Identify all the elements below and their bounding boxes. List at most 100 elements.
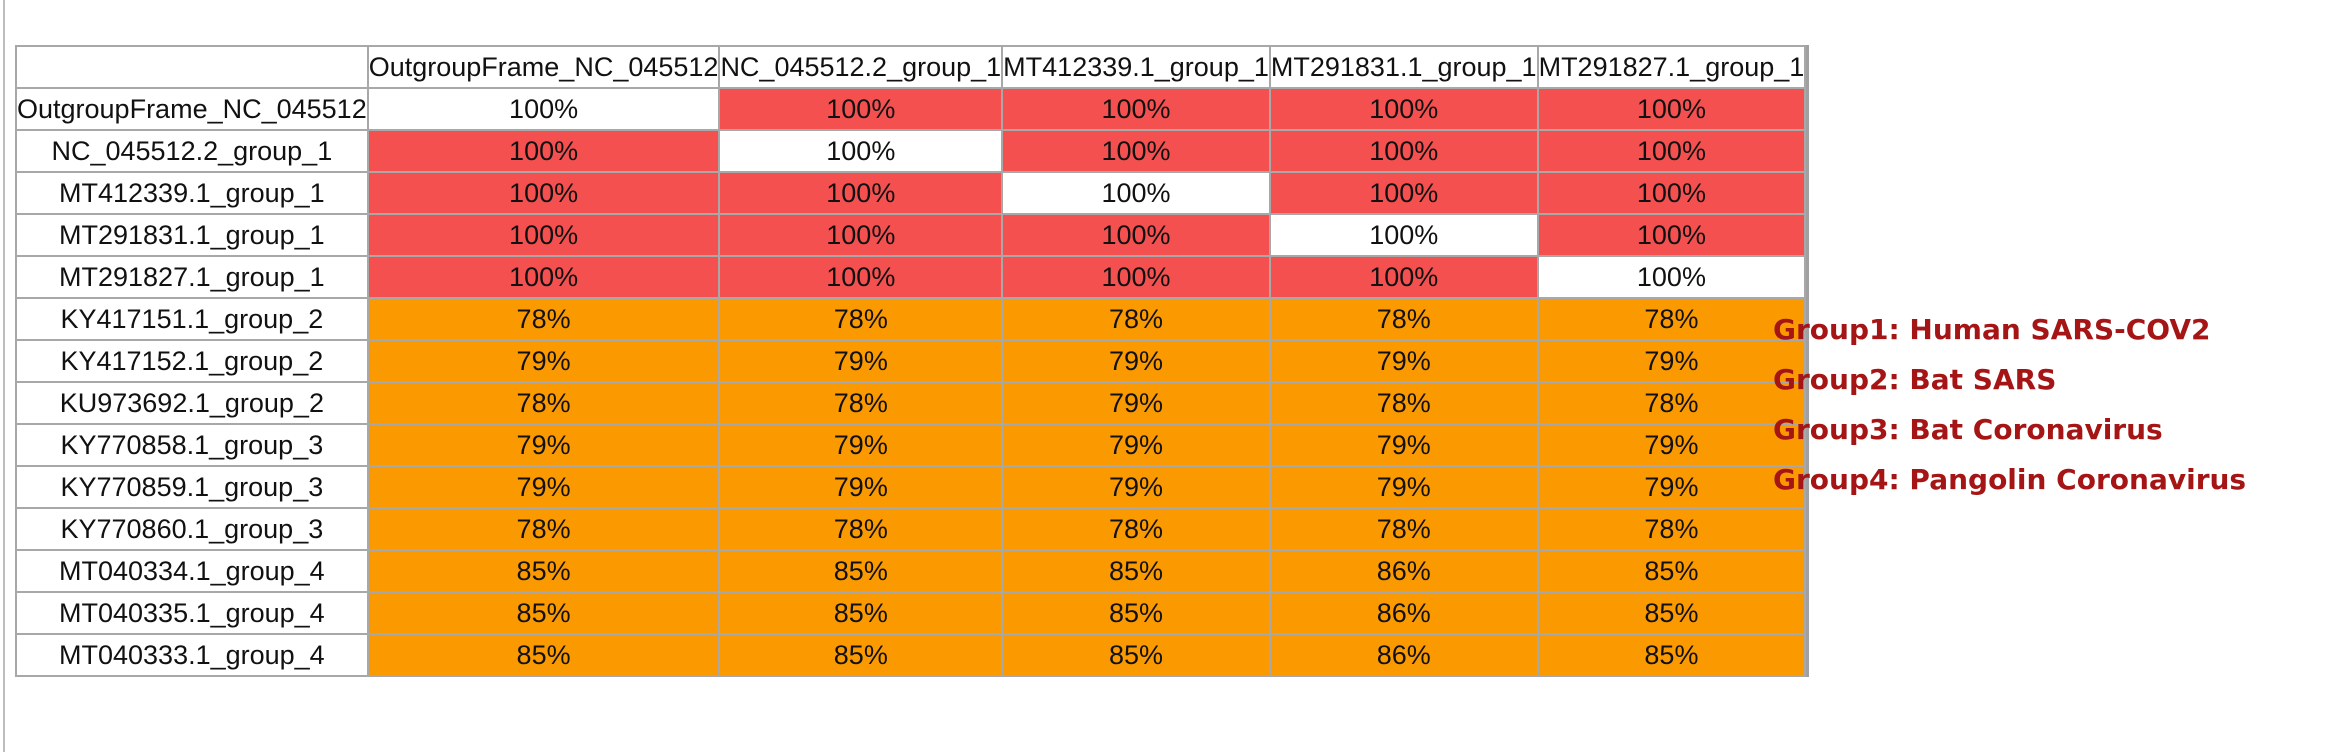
identity-cell[interactable]: 85% (366, 633, 721, 677)
identity-cell[interactable]: 100% (1001, 171, 1271, 215)
column-header[interactable]: NC_045512.2_group_1 (718, 45, 1004, 89)
identity-cell[interactable]: 78% (718, 381, 1004, 425)
identity-cell[interactable]: 85% (1001, 549, 1271, 593)
identity-cell[interactable]: 79% (718, 423, 1004, 467)
identity-cell[interactable]: 100% (1536, 129, 1807, 173)
identity-cell[interactable]: 78% (1536, 507, 1807, 551)
row-header[interactable]: KU973692.1_group_2 (15, 381, 369, 425)
identity-cell[interactable]: 78% (1536, 381, 1807, 425)
legend-item-group1: Group1: Human SARS-COV2 (1773, 313, 2211, 346)
identity-cell[interactable]: 85% (1536, 591, 1807, 635)
identity-cell[interactable]: 85% (366, 591, 721, 635)
identity-cell[interactable]: 78% (718, 297, 1004, 341)
row-header[interactable]: KY417152.1_group_2 (15, 339, 369, 383)
identity-cell[interactable]: 79% (1001, 423, 1271, 467)
identity-cell[interactable]: 100% (366, 255, 721, 299)
identity-cell[interactable]: 85% (1536, 549, 1807, 593)
table-row: KY770860.1_group_3 78% 78% 78% 78% 78% (15, 507, 1807, 551)
legend-item-group3: Group3: Bat Coronavirus (1773, 413, 2163, 446)
identity-cell[interactable]: 100% (1001, 129, 1271, 173)
identity-cell[interactable]: 78% (1001, 297, 1271, 341)
identity-cell[interactable]: 78% (1268, 381, 1539, 425)
table-row: KY770859.1_group_3 79% 79% 79% 79% 79% (15, 465, 1807, 509)
identity-cell[interactable]: 78% (1536, 297, 1807, 341)
identity-cell[interactable]: 85% (366, 549, 721, 593)
identity-cell[interactable]: 79% (1536, 465, 1807, 509)
identity-cell[interactable]: 100% (718, 213, 1004, 257)
column-header-row: OutgroupFrame_NC_045512 NC_045512.2_grou… (15, 45, 1807, 89)
identity-cell[interactable]: 100% (1536, 171, 1807, 215)
row-header[interactable]: MT040335.1_group_4 (15, 591, 369, 635)
identity-cell[interactable]: 100% (1536, 87, 1807, 131)
identity-cell[interactable]: 79% (1268, 465, 1539, 509)
row-header[interactable]: KY770859.1_group_3 (15, 465, 369, 509)
identity-cell[interactable]: 78% (1268, 507, 1539, 551)
row-header[interactable]: MT291827.1_group_1 (15, 255, 369, 299)
column-header[interactable]: MT291827.1_group_1 (1536, 45, 1807, 89)
row-header[interactable]: OutgroupFrame_NC_045512 (15, 87, 369, 131)
column-header[interactable]: MT412339.1_group_1 (1001, 45, 1271, 89)
identity-cell[interactable]: 100% (1536, 213, 1807, 257)
identity-cell[interactable]: 78% (1268, 297, 1539, 341)
identity-cell[interactable]: 85% (718, 591, 1004, 635)
identity-cell[interactable]: 100% (718, 87, 1004, 131)
identity-cell[interactable]: 79% (1001, 381, 1271, 425)
row-header[interactable]: MT291831.1_group_1 (15, 213, 369, 257)
identity-cell[interactable]: 85% (1001, 591, 1271, 635)
table-row: KY417151.1_group_2 78% 78% 78% 78% 78% (15, 297, 1807, 341)
identity-cell[interactable]: 78% (366, 297, 721, 341)
identity-cell[interactable]: 78% (366, 507, 721, 551)
row-header[interactable]: MT412339.1_group_1 (15, 171, 369, 215)
identity-cell[interactable]: 86% (1268, 591, 1539, 635)
identity-cell[interactable]: 100% (1268, 129, 1539, 173)
table-row: MT291831.1_group_1 100% 100% 100% 100% 100% (15, 213, 1807, 257)
row-header[interactable]: KY770860.1_group_3 (15, 507, 369, 551)
identity-cell[interactable]: 79% (1001, 339, 1271, 383)
group-legend: Group1: Human SARS-COV2 Group2: Bat SARS… (1773, 305, 2246, 505)
identity-cell[interactable]: 100% (366, 171, 721, 215)
identity-matrix: OutgroupFrame_NC_045512 NC_045512.2_grou… (15, 45, 1810, 677)
column-header[interactable]: MT291831.1_group_1 (1268, 45, 1539, 89)
identity-cell[interactable]: 79% (366, 423, 721, 467)
identity-cell[interactable]: 85% (1001, 633, 1271, 677)
identity-cell[interactable]: 78% (718, 507, 1004, 551)
row-header[interactable]: KY770858.1_group_3 (15, 423, 369, 467)
table-row: KY417152.1_group_2 79% 79% 79% 79% 79% (15, 339, 1807, 383)
identity-cell[interactable]: 85% (718, 633, 1004, 677)
identity-cell[interactable]: 100% (718, 171, 1004, 215)
row-header[interactable]: MT040333.1_group_4 (15, 633, 369, 677)
identity-cell[interactable]: 79% (366, 465, 721, 509)
identity-cell[interactable]: 100% (366, 87, 721, 131)
identity-cell[interactable]: 100% (1001, 87, 1271, 131)
identity-cell[interactable]: 100% (366, 213, 721, 257)
identity-cell[interactable]: 85% (718, 549, 1004, 593)
identity-cell[interactable]: 100% (1536, 255, 1807, 299)
identity-cell[interactable]: 100% (1268, 213, 1539, 257)
identity-cell[interactable]: 100% (1268, 171, 1539, 215)
row-header[interactable]: MT040334.1_group_4 (15, 549, 369, 593)
identity-cell[interactable]: 79% (1268, 423, 1539, 467)
row-header[interactable]: NC_045512.2_group_1 (15, 129, 369, 173)
identity-cell[interactable]: 85% (1536, 633, 1807, 677)
identity-cell[interactable]: 86% (1268, 549, 1539, 593)
identity-cell[interactable]: 79% (1268, 339, 1539, 383)
identity-cell[interactable]: 79% (718, 465, 1004, 509)
row-header[interactable]: KY417151.1_group_2 (15, 297, 369, 341)
identity-cell[interactable]: 79% (718, 339, 1004, 383)
identity-cell[interactable]: 86% (1268, 633, 1539, 677)
identity-cell[interactable]: 100% (718, 255, 1004, 299)
matrix-body: OutgroupFrame_NC_045512 100% 100% 100% 100% 1… (15, 87, 1807, 677)
identity-cell[interactable]: 100% (718, 129, 1004, 173)
identity-cell[interactable]: 78% (366, 381, 721, 425)
identity-cell[interactable]: 100% (1001, 255, 1271, 299)
identity-cell[interactable]: 79% (1536, 339, 1807, 383)
identity-cell[interactable]: 100% (1268, 87, 1539, 131)
identity-cell[interactable]: 79% (366, 339, 721, 383)
identity-cell[interactable]: 79% (1001, 465, 1271, 509)
column-header[interactable]: OutgroupFrame_NC_045512 (366, 45, 721, 89)
identity-cell[interactable]: 100% (1001, 213, 1271, 257)
identity-cell[interactable]: 100% (366, 129, 721, 173)
identity-cell[interactable]: 100% (1268, 255, 1539, 299)
identity-cell[interactable]: 78% (1001, 507, 1271, 551)
identity-cell[interactable]: 79% (1536, 423, 1807, 467)
